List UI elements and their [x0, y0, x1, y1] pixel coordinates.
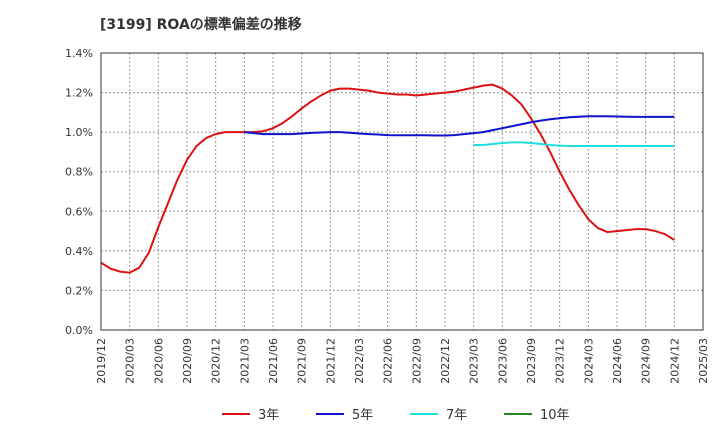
x-tick-label: 2019/12: [95, 338, 108, 384]
y-tick-label: 0.6%: [65, 205, 93, 218]
y-tick-label: 1.2%: [65, 87, 93, 100]
series-lines: [100, 83, 675, 274]
grid-lines: [100, 52, 704, 331]
x-tick-label: 2021/03: [238, 338, 251, 384]
x-tick-label: 2020/12: [210, 338, 223, 384]
y-tick-label: 1.4%: [65, 47, 93, 60]
chart-title: [3199] ROAの標準偏差の推移: [100, 17, 302, 33]
plot-area: [101, 53, 703, 330]
y-tick-label: 0.0%: [65, 324, 93, 337]
x-tick-label: 2024/09: [640, 338, 653, 384]
plot-border: [100, 52, 704, 331]
x-tick-label: 2023/12: [554, 338, 567, 384]
x-tick-label: 2024/03: [582, 338, 595, 384]
legend: 3年 5年 7年 10年: [222, 408, 570, 423]
x-tick-label: 2021/09: [296, 338, 309, 384]
y-tick-label: 1.0%: [65, 126, 93, 139]
x-tick-label: 2024/12: [668, 338, 681, 384]
x-tick-label: 2024/06: [611, 338, 624, 384]
legend-label: 3年: [258, 408, 279, 423]
x-tick-label: 2022/09: [410, 338, 423, 384]
x-tick-label: 2022/03: [353, 338, 366, 384]
series-line-3年: [100, 83, 675, 274]
x-tick-label: 2021/06: [267, 338, 280, 384]
y-tick-label: 0.8%: [65, 166, 93, 179]
series-line-5年: [244, 115, 675, 137]
series-line-7年: [473, 141, 675, 147]
x-tick-label: 2020/03: [124, 338, 137, 384]
x-tick-label: 2023/06: [496, 338, 509, 384]
legend-label: 10年: [540, 408, 570, 423]
legend-label: 5年: [352, 408, 373, 423]
axes: 0.0% 0.2% 0.4% 0.6% 0.8% 1.0% 1.2% 1.4% 2019/12 2…: [65, 47, 710, 384]
x-tick-label: 2022/06: [382, 338, 395, 384]
x-tick-label: 2021/12: [324, 338, 337, 384]
x-tick-label: 2023/03: [468, 338, 481, 384]
x-tick-label: 2020/09: [181, 338, 194, 384]
y-tick-label: 0.4%: [65, 245, 93, 258]
y-tick-label: 0.2%: [65, 284, 93, 297]
x-tick-label: 2025/03: [697, 338, 710, 384]
x-tick-label: 2020/06: [152, 338, 165, 384]
legend-label: 7年: [446, 408, 467, 423]
x-tick-label: 2022/12: [439, 338, 452, 384]
x-tick-label: 2023/09: [525, 338, 538, 384]
